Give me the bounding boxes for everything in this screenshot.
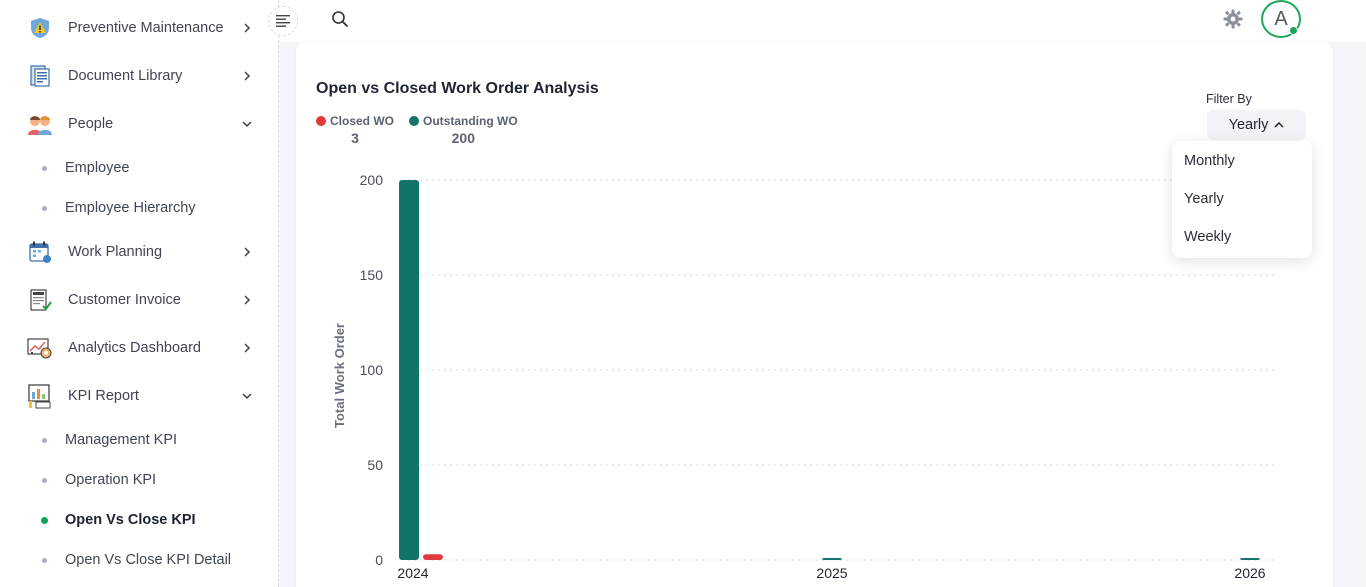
warning-shield-icon <box>27 15 53 41</box>
filter-label: Filter By <box>1206 92 1252 106</box>
gear-icon <box>1223 9 1243 29</box>
menu-toggle-button[interactable] <box>268 6 298 36</box>
sidebar-item-people[interactable]: People <box>0 104 279 144</box>
sidebar-item-label: Work Planning <box>68 244 163 260</box>
sidebar-subitem-management-kpi[interactable]: Management KPI <box>0 423 279 457</box>
bullet-icon <box>42 205 47 211</box>
sidebar-item-customer-invoice[interactable]: Customer Invoice <box>0 280 279 320</box>
sidebar-subitem-open-vs-close-kpi[interactable]: Open Vs Close KPI <box>0 503 279 537</box>
bar-outstanding-2025[interactable] <box>822 558 842 560</box>
document-library-icon <box>27 63 53 89</box>
y-tick-label: 150 <box>360 267 384 283</box>
closed-wo-dot-icon <box>316 116 326 126</box>
search-icon <box>332 11 348 27</box>
search-button[interactable] <box>329 8 351 30</box>
online-status-icon <box>1289 26 1298 35</box>
chevron-up-icon <box>1274 120 1284 130</box>
sidebar-item-label: KPI Report <box>68 388 139 404</box>
sidebar-item-document-library[interactable]: Document Library <box>0 56 279 96</box>
sidebar: Preventive Maintenance Document Library … <box>0 0 279 587</box>
work-order-bar-chart: 0 50 100 150 200 2024 2025 2026 <box>360 172 1275 581</box>
filter-option-yearly[interactable]: Yearly <box>1184 191 1224 207</box>
sidebar-subitem-label: Employee Hierarchy <box>65 200 196 216</box>
x-tick-label: 2025 <box>816 565 847 581</box>
outstanding-wo-dot-icon <box>409 116 419 126</box>
bullet-icon <box>42 477 47 483</box>
chevron-down-icon <box>240 389 254 403</box>
sidebar-item-analytics-dashboard[interactable]: Analytics Dashboard <box>0 328 279 368</box>
bullet-icon <box>42 557 47 563</box>
legend-outstanding-wo[interactable]: Outstanding WO 200 <box>409 114 518 146</box>
top-bar <box>280 0 1366 42</box>
y-tick-label: 100 <box>360 362 384 378</box>
sidebar-subitem-operation-kpi[interactable]: Operation KPI <box>0 463 279 497</box>
sidebar-subitem-employee-hierarchy[interactable]: Employee Hierarchy <box>0 191 279 225</box>
chevron-right-icon <box>240 293 254 307</box>
sidebar-subitem-employee[interactable]: Employee <box>0 151 279 185</box>
sidebar-subitem-label: Operation KPI <box>65 472 157 488</box>
sidebar-subitem-label: Management KPI <box>65 432 178 448</box>
menu-icon <box>276 15 290 27</box>
settings-button[interactable] <box>1221 7 1245 31</box>
avatar-initial: A <box>1274 7 1288 30</box>
sidebar-item-label: People <box>68 116 114 132</box>
sidebar-subitem-label: Employee <box>65 160 130 176</box>
sidebar-subitem-label: Open Vs Close KPI Detail <box>65 552 232 568</box>
legend-label: Outstanding WO <box>423 114 518 128</box>
filter-dropdown-button[interactable]: Yearly <box>1207 110 1306 140</box>
bar-outstanding-2026[interactable] <box>1240 558 1260 560</box>
bullet-icon <box>42 165 47 171</box>
user-avatar[interactable]: A <box>1261 0 1301 38</box>
filter-option-monthly[interactable]: Monthly <box>1184 153 1235 169</box>
chevron-right-icon <box>240 341 254 355</box>
sidebar-item-label: Customer Invoice <box>68 292 181 308</box>
sidebar-item-label: Analytics Dashboard <box>68 340 201 356</box>
sidebar-subitem-open-vs-close-kpi-detail[interactable]: Open Vs Close KPI Detail <box>0 543 279 577</box>
sidebar-item-preventive-maintenance[interactable]: Preventive Maintenance <box>0 8 279 48</box>
chevron-down-icon <box>240 117 254 131</box>
y-tick-label: 50 <box>367 457 383 473</box>
calendar-icon <box>27 239 53 265</box>
legend-label: Closed WO <box>330 114 395 128</box>
chevron-right-icon <box>240 245 254 259</box>
sidebar-item-kpi-report[interactable]: KPI Report <box>0 376 279 416</box>
x-tick-label: 2026 <box>1234 565 1265 581</box>
sidebar-subitem-label: Open Vs Close KPI <box>65 512 196 528</box>
chevron-right-icon <box>240 21 254 35</box>
sidebar-item-label: Document Library <box>68 68 183 84</box>
chart-card <box>296 42 1333 587</box>
invoice-icon <box>27 287 53 313</box>
y-tick-label: 200 <box>360 172 384 188</box>
y-tick-label: 0 <box>375 552 383 568</box>
legend-value: 200 <box>451 130 475 146</box>
bullet-icon <box>42 437 47 443</box>
legend-closed-wo[interactable]: Closed WO 3 <box>316 114 394 146</box>
analytics-icon <box>27 335 53 361</box>
active-bullet-icon <box>41 516 48 524</box>
filter-selected-value: Yearly <box>1228 117 1269 133</box>
bar-closed-2024[interactable] <box>423 554 443 560</box>
sidebar-item-label: Preventive Maintenance <box>68 20 224 36</box>
people-icon <box>27 111 53 137</box>
filter-dropdown-menu: Monthly Yearly Weekly <box>1172 141 1312 258</box>
bar-outstanding-2024[interactable] <box>399 180 419 560</box>
legend-value: 3 <box>351 130 359 146</box>
sidebar-item-work-planning[interactable]: Work Planning <box>0 232 279 272</box>
chevron-right-icon <box>240 69 254 83</box>
chart-title: Open vs Closed Work Order Analysis <box>316 80 599 97</box>
kpi-report-icon <box>27 383 53 409</box>
x-tick-label: 2024 <box>397 565 428 581</box>
filter-option-weekly[interactable]: Weekly <box>1184 229 1232 245</box>
